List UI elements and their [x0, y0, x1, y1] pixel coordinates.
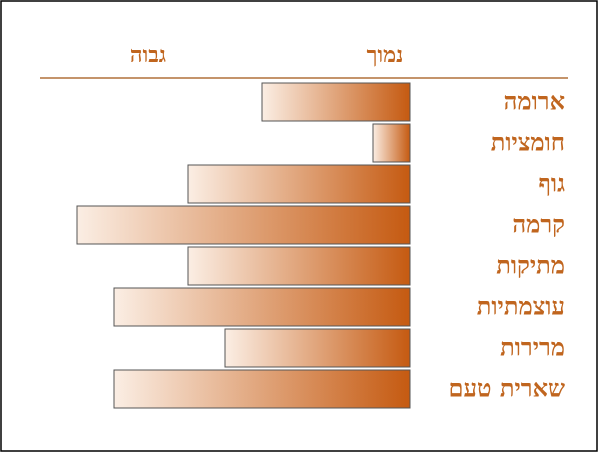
category-label: שארית טעם: [448, 374, 565, 403]
bar: [113, 287, 411, 327]
category-label: גוף: [539, 169, 566, 198]
category-label: עוצמתיות: [477, 292, 565, 321]
bar: [224, 328, 411, 368]
bar: [261, 82, 411, 122]
category-label: ארומה: [504, 87, 565, 116]
bar: [187, 164, 411, 204]
bar: [113, 369, 411, 409]
high-label: גבוה: [130, 42, 166, 68]
category-label: מרירות: [500, 333, 565, 362]
category-label: קרמה: [512, 210, 565, 239]
bar: [76, 205, 411, 245]
bar: [187, 246, 411, 286]
bar: [372, 123, 411, 163]
category-label: חומציות: [491, 128, 565, 157]
low-label: נמוך: [367, 42, 404, 68]
category-label: מתיקות: [496, 251, 565, 280]
